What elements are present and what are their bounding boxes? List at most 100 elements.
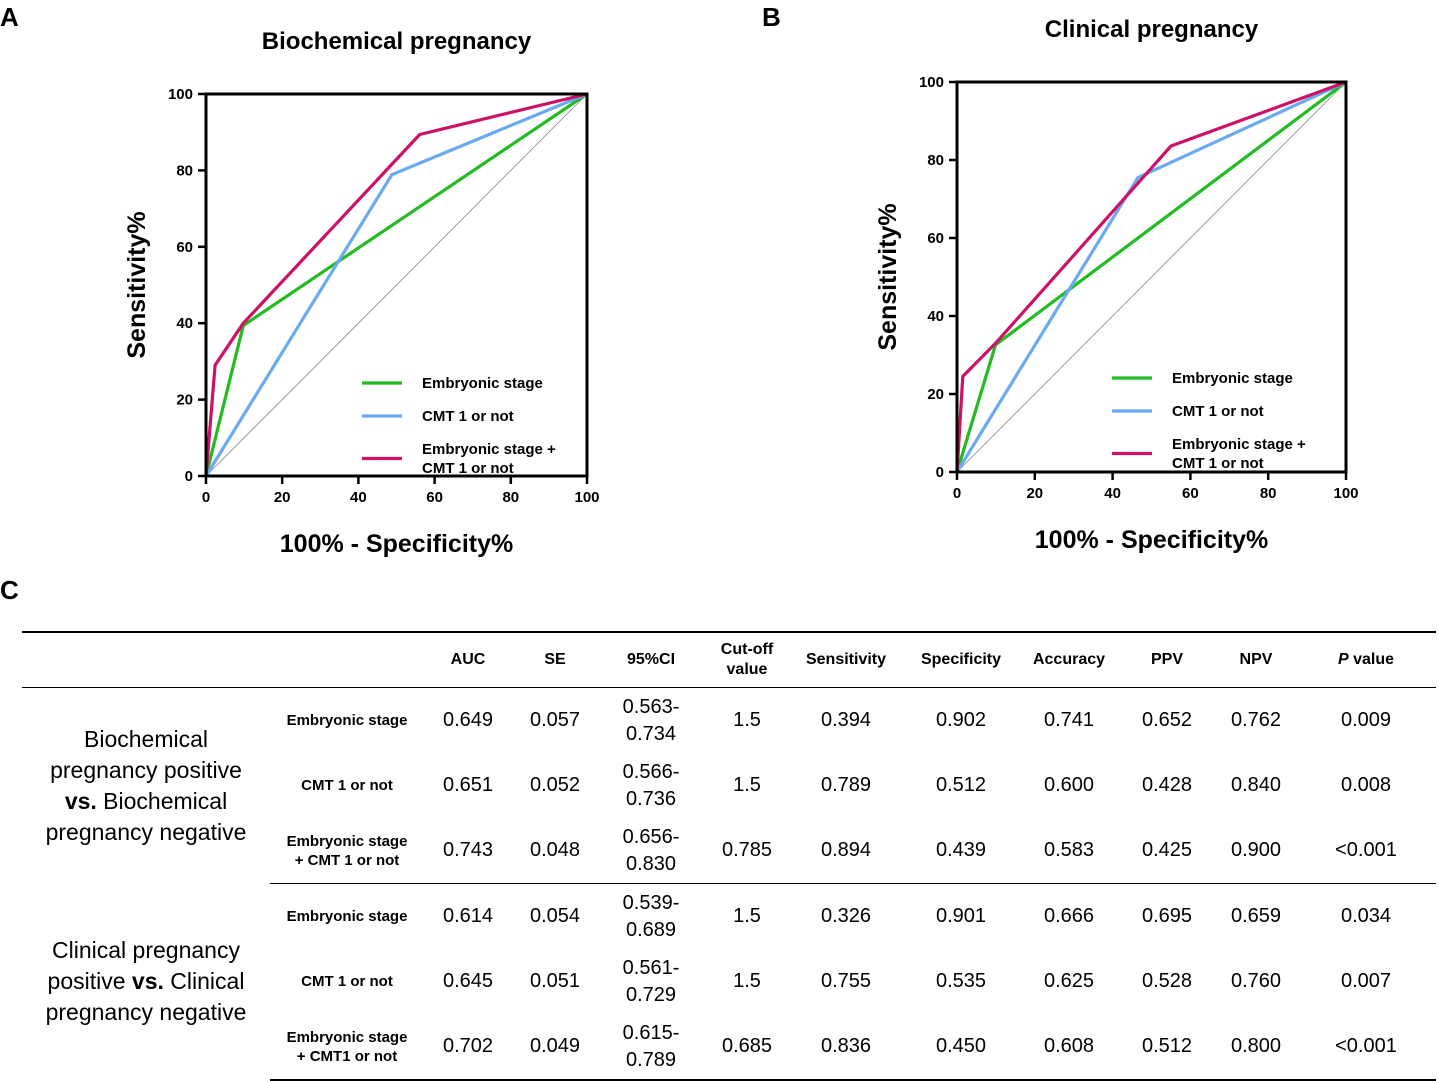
- specificity-cell: 0.901: [935, 905, 987, 927]
- auc-cell: 0.614: [442, 905, 494, 927]
- roc-curve-3: [204, 92, 588, 477]
- x-tick-label: 60: [1182, 485, 1199, 502]
- roc-chart-biochemical: Biochemical pregnancy 0 20 40 60 80 100 0 20 40 60…: [123, 28, 600, 558]
- y-tick-label: 100: [919, 74, 944, 91]
- accuracy-cell: 0.625: [1043, 970, 1095, 992]
- legend-label: CMT 1 or not: [1172, 455, 1264, 472]
- specificity-cell: 0.439: [902, 818, 1020, 884]
- cutoff-cell: 1.5: [733, 774, 761, 796]
- x-tick-label: 20: [1026, 485, 1043, 502]
- ppv-cell: 0.652: [1141, 709, 1193, 731]
- specificity-cell: 0.512: [935, 774, 987, 796]
- ci-cell: 0.656- 0.830: [598, 818, 704, 884]
- specificity-cell: 0.902: [935, 709, 987, 731]
- x-axis-label: 100% - Specificity%: [280, 530, 513, 558]
- npv-cell: 0.900: [1216, 818, 1296, 884]
- specificity-cell: 0.450: [902, 1014, 1020, 1081]
- table-row: Embryonic stage + CMT1 or not 0.702 0.049 0.…: [22, 1014, 1436, 1081]
- ppv-cell: 0.695: [1141, 905, 1193, 927]
- auc-cell: 0.743: [424, 818, 512, 884]
- accuracy-cell: 0.583: [1020, 818, 1118, 884]
- cutoff-cell: 1.5: [733, 709, 761, 731]
- p-cell: 0.007: [1340, 970, 1392, 992]
- x-tick-label: 40: [350, 489, 367, 506]
- sensitivity-cell: 0.894: [790, 818, 902, 884]
- cutoff-cell: 0.685: [704, 1014, 790, 1081]
- accuracy-cell: 0.608: [1020, 1014, 1118, 1081]
- legend-label: Embryonic stage +: [1172, 436, 1306, 453]
- column-header: [270, 631, 424, 688]
- x-tick-label: 60: [426, 489, 443, 506]
- ppv-cell: 0.512: [1118, 1014, 1216, 1081]
- table-row: CMT 1 or not 0.651 0.052 0.566- 0.736 1.5 0.78…: [22, 753, 1436, 818]
- se-cell: 0.048: [512, 818, 598, 884]
- legend-label: CMT 1 or not: [422, 460, 514, 477]
- x-axis-label: 100% - Specificity%: [1035, 526, 1268, 554]
- legend-label: Embryonic stage: [1172, 370, 1293, 387]
- cutoff-cell: 1.5: [733, 905, 761, 927]
- x-tick-label: 80: [502, 489, 519, 506]
- se-cell: 0.054: [529, 905, 581, 927]
- column-header: [22, 631, 270, 688]
- table-row: Clinical pregnancy positive vs. Clinical p…: [22, 884, 1436, 1026]
- column-header: SE: [512, 631, 598, 688]
- x-tick-label: 0: [953, 485, 961, 502]
- column-header: Sensitivity: [790, 631, 902, 688]
- ci-cell: 0.561- 0.729: [622, 956, 680, 1006]
- column-header: Cut-off value: [704, 631, 790, 688]
- panel-label-b: B: [762, 2, 781, 32]
- ci-cell: 0.615- 0.789: [598, 1014, 704, 1081]
- legend-label: Embryonic stage +: [422, 441, 556, 458]
- chart-title: Clinical pregnancy: [1045, 16, 1259, 43]
- specificity-cell: 0.535: [935, 970, 987, 992]
- row-label: Embryonic stage: [286, 908, 408, 925]
- table-row: CMT 1 or not 0.645 0.051 0.561- 0.729 1.5 0.75…: [22, 949, 1436, 1014]
- x-tick-label: 100: [574, 489, 599, 506]
- ci-cell: 0.566- 0.736: [622, 760, 680, 810]
- auc-cell: 0.702: [424, 1014, 512, 1081]
- roc-curve-3: [955, 80, 1347, 473]
- plot-frame: [204, 92, 589, 478]
- y-tick-label: 100: [168, 86, 193, 103]
- ppv-cell: 0.528: [1141, 970, 1193, 992]
- ci-cell: 0.539- 0.689: [622, 891, 680, 941]
- results-table: AUC SE 95%CI Cut-off value Sensitivity Specifi…: [22, 631, 1436, 1081]
- sensitivity-cell: 0.755: [820, 970, 872, 992]
- row-label: Embryonic stage + CMT 1 or not: [270, 818, 424, 884]
- y-tick-label: 0: [936, 464, 944, 481]
- x-tick-label: 0: [202, 489, 210, 506]
- auc-cell: 0.645: [442, 970, 494, 992]
- column-header: 95%CI: [598, 631, 704, 688]
- accuracy-cell: 0.741: [1043, 709, 1095, 731]
- cutoff-cell: 0.785: [704, 818, 790, 884]
- sensitivity-cell: 0.836: [790, 1014, 902, 1081]
- ppv-cell: 0.428: [1141, 774, 1193, 796]
- legend-label: CMT 1 or not: [422, 408, 514, 425]
- roc-curve-2: [204, 92, 588, 477]
- panel-label-c: C: [0, 575, 19, 605]
- auc-cell: 0.649: [442, 709, 494, 731]
- y-axis-label: Sensitivity%: [123, 211, 151, 358]
- npv-cell: 0.800: [1216, 1014, 1296, 1081]
- se-cell: 0.057: [529, 709, 581, 731]
- column-header: Accuracy: [1020, 631, 1118, 688]
- ppv-cell: 0.425: [1118, 818, 1216, 884]
- accuracy-cell: 0.600: [1043, 774, 1095, 796]
- table-row: Embryonic stage + CMT 1 or not 0.743 0.048 0…: [22, 818, 1436, 884]
- sensitivity-cell: 0.394: [820, 709, 872, 731]
- y-tick-label: 40: [176, 315, 193, 332]
- se-cell: 0.049: [512, 1014, 598, 1081]
- p-cell: 0.034: [1340, 905, 1392, 927]
- plot-frame: [955, 80, 1348, 474]
- p-cell: <0.001: [1296, 1014, 1436, 1081]
- y-tick-label: 60: [176, 239, 193, 256]
- x-tick-label: 40: [1104, 485, 1121, 502]
- y-tick-label: 40: [927, 308, 944, 325]
- y-tick-label: 80: [176, 162, 193, 179]
- chart-title: Biochemical pregnancy: [262, 28, 532, 55]
- p-cell: 0.008: [1340, 774, 1392, 796]
- table-row: Biochemical pregnancy positive vs. Biochem…: [22, 688, 1436, 845]
- panel-label-a: A: [0, 2, 19, 32]
- sensitivity-cell: 0.789: [820, 774, 872, 796]
- y-tick-label: 60: [927, 230, 944, 247]
